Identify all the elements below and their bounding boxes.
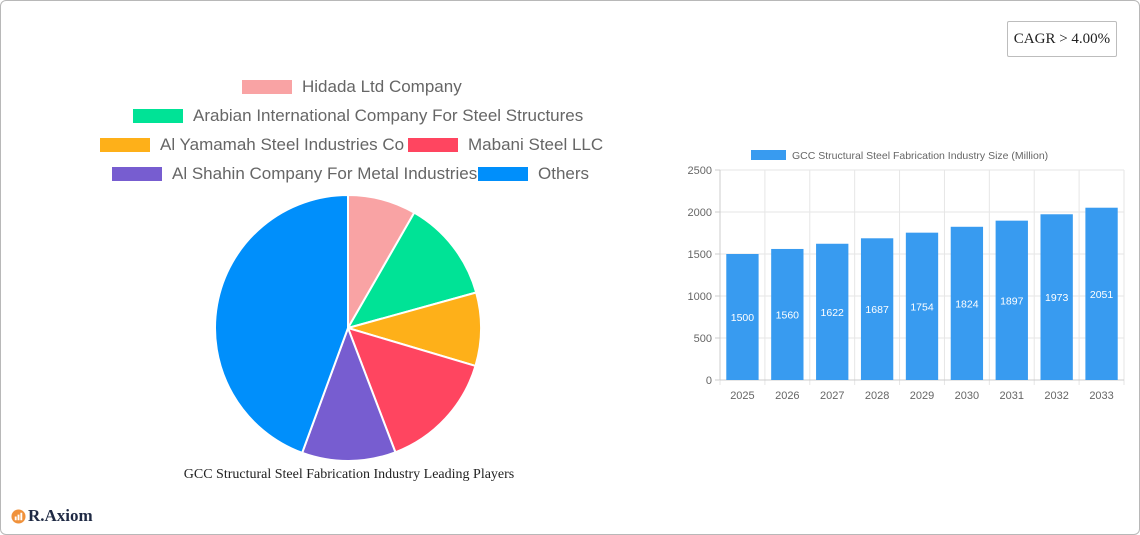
bar-2028[interactable]: [860, 238, 894, 380]
legend-item-hidada[interactable]: Hidada Ltd Company: [242, 77, 478, 97]
bar-value-label: 1824: [955, 298, 979, 310]
bar-2025[interactable]: [726, 254, 759, 380]
bar-value-label: 1622: [821, 307, 845, 319]
y-tick-label: 0: [706, 375, 712, 387]
legend-label: Hidada Ltd Company: [302, 77, 462, 96]
legend-item-al-yamamah[interactable]: Al Yamamah Steel Industries Co: [100, 135, 420, 155]
y-tick-label: 1500: [688, 249, 712, 261]
y-tick-label: 500: [694, 333, 712, 345]
legend-label: Mabani Steel LLC: [468, 135, 604, 154]
pie-chart: [214, 193, 482, 462]
brand-logo: R.Axiom: [11, 506, 93, 526]
bar-2030[interactable]: [950, 226, 984, 380]
bar-2029[interactable]: [905, 232, 939, 380]
x-tick-label: 2025: [730, 390, 754, 402]
y-tick-label: 1000: [688, 291, 712, 303]
x-tick-label: 2032: [1044, 390, 1068, 402]
legend-item-al-shahin[interactable]: Al Shahin Company For Metal Industries: [112, 164, 493, 184]
legend-item-arabian[interactable]: Arabian International Company For Steel …: [133, 106, 599, 126]
bar-value-label: 1897: [1000, 295, 1024, 307]
bar-2031[interactable]: [995, 220, 1028, 380]
legend-item-mabani[interactable]: Mabani Steel LLC: [408, 135, 619, 155]
legend-swatch: [408, 138, 458, 152]
chart-logo-icon: [11, 508, 26, 524]
legend-swatch: [133, 109, 183, 123]
legend-label: Al Yamamah Steel Industries Co: [160, 135, 405, 154]
x-tick-label: 2027: [820, 390, 844, 402]
bar-value-label: 1500: [731, 312, 755, 324]
legend-swatch: [242, 80, 292, 94]
bar-legend-swatch: [751, 150, 786, 160]
cagr-badge: CAGR > 4.00%: [1007, 21, 1117, 57]
x-tick-label: 2033: [1089, 390, 1113, 402]
legend-label: Others: [538, 164, 590, 183]
pie-chart-title: GCC Structural Steel Fabrication Industr…: [183, 467, 515, 482]
x-tick-label: 2030: [955, 390, 979, 402]
bar-value-label: 2051: [1090, 289, 1114, 301]
pie-slice-arabian-international-company-for-steel-structures[interactable]: [345, 211, 478, 330]
bar-value-label: 1973: [1045, 292, 1069, 304]
legend-swatch: [100, 138, 150, 152]
bar-value-label: 1560: [776, 309, 800, 321]
bar-legend-label: GCC Structural Steel Fabrication Industr…: [792, 150, 1048, 162]
y-tick-label: 2500: [688, 165, 712, 177]
logo-text: R.Axiom: [28, 506, 93, 525]
y-tick-label: 2000: [688, 207, 712, 219]
legend-label: Al Shahin Company For Metal Industries: [172, 164, 478, 183]
x-tick-label: 2031: [1000, 390, 1024, 402]
bar-value-label: 1754: [910, 301, 934, 313]
x-tick-label: 2029: [910, 390, 934, 402]
legend-swatch: [112, 167, 162, 181]
pie-slice-mabani-steel-llc[interactable]: [346, 326, 477, 454]
bar-2026[interactable]: [771, 248, 804, 380]
bar-2033[interactable]: [1085, 207, 1118, 380]
legend-item-others[interactable]: Others: [478, 164, 605, 184]
pie-slice-al-shahin-company-for-metal-industries[interactable]: [300, 325, 397, 462]
bar-2032[interactable]: [1040, 214, 1073, 380]
pie-slice-others[interactable]: [214, 193, 349, 455]
x-tick-label: 2026: [775, 390, 799, 402]
x-tick-label: 2028: [865, 390, 889, 402]
legend-label: Arabian International Company For Steel …: [193, 106, 584, 125]
bar-2027[interactable]: [816, 243, 849, 380]
bar-value-label: 1687: [865, 304, 889, 316]
bar-chart: GCC Structural Steel Fabrication Industr…: [672, 140, 1132, 410]
legend-swatch: [478, 167, 528, 181]
